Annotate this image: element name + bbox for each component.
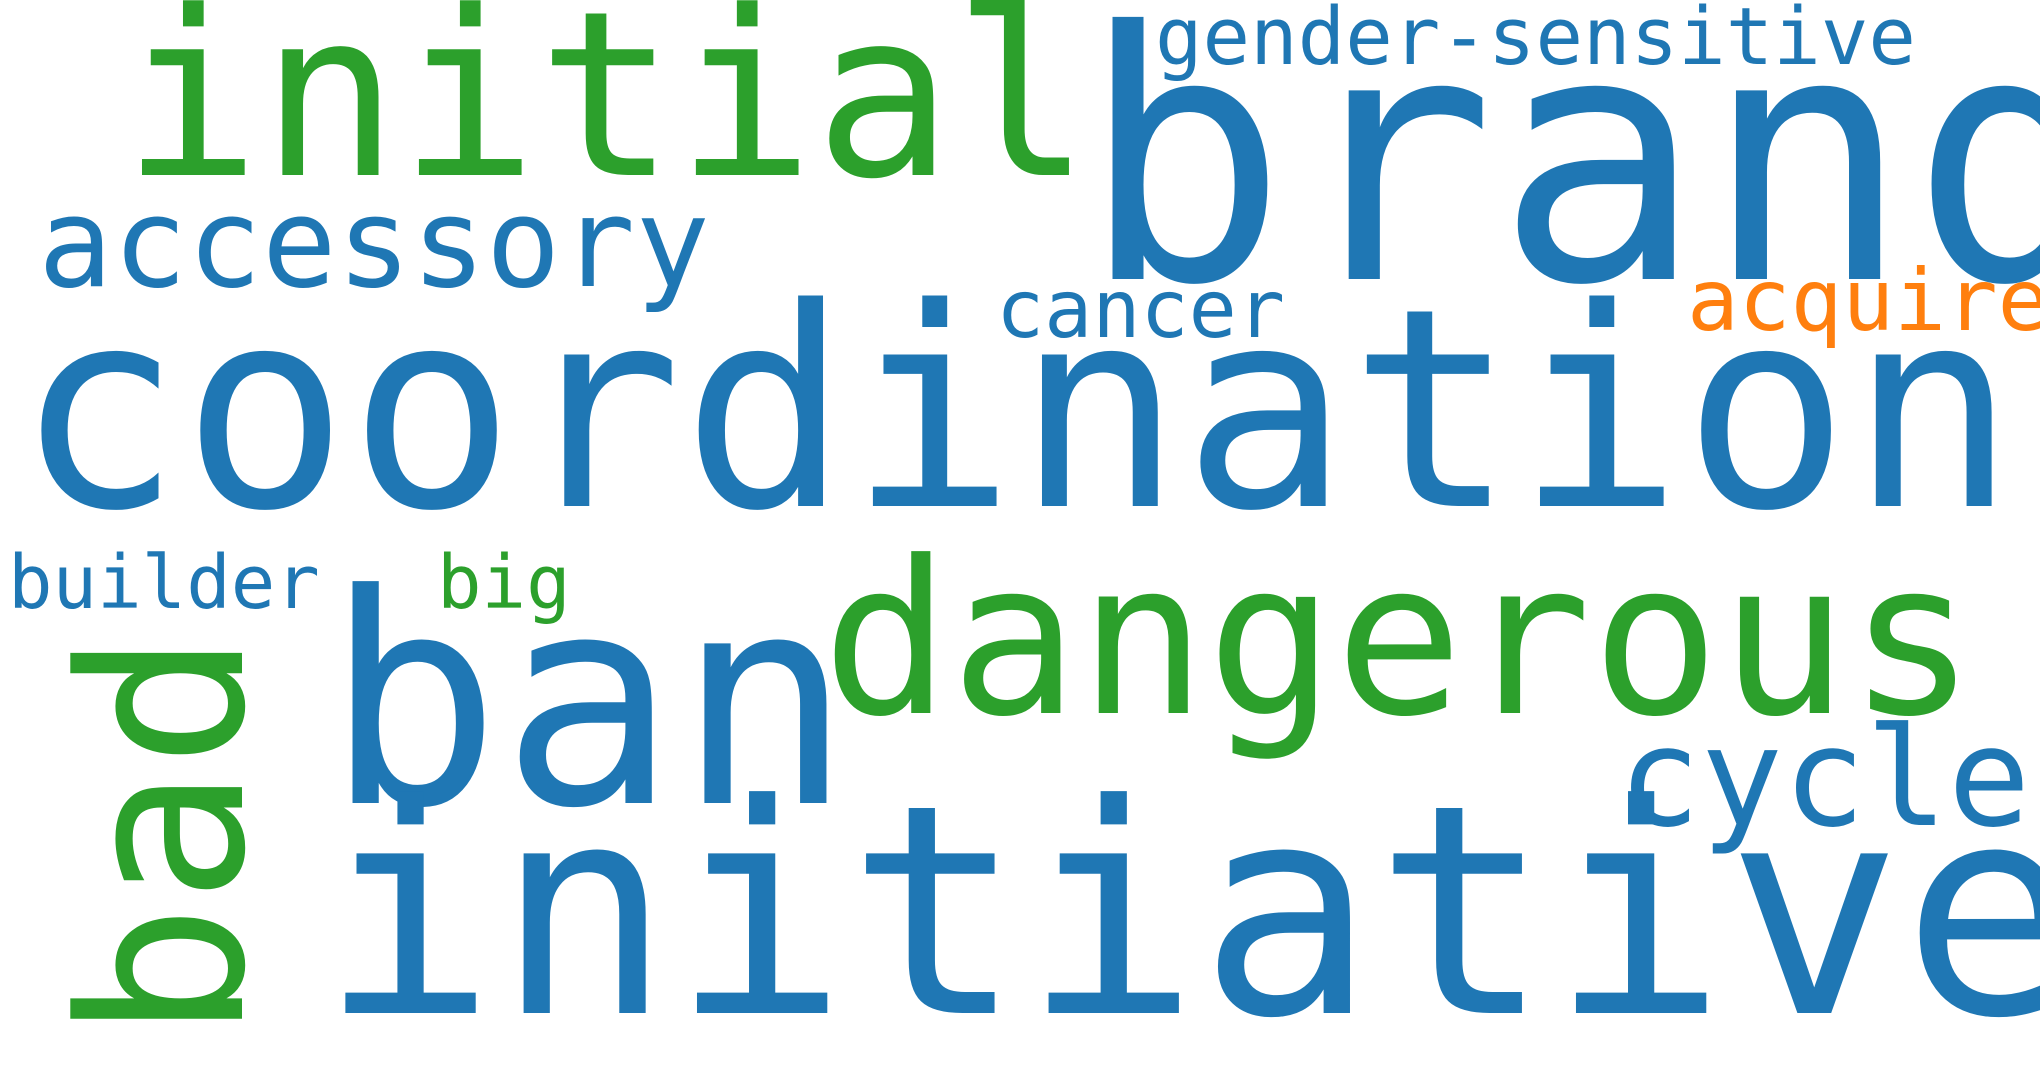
word-initial: initial <box>122 0 1092 230</box>
word-dangerous: dangerous <box>822 516 1977 764</box>
word-bad: bad <box>33 631 296 1040</box>
word-gender-sensitive: gender-sensitive <box>1155 0 1916 83</box>
word-initiative: initiative <box>320 742 2040 1082</box>
word-coordination: coordination <box>15 250 2017 572</box>
word-ban: ban <box>325 532 853 872</box>
word-cancer: cancer <box>996 263 1285 356</box>
word-accessory: accessory <box>38 172 710 316</box>
word-builder: builder <box>8 540 320 626</box>
word-brand: brand <box>1080 0 2040 361</box>
word-acquire: acquire <box>1687 251 2040 351</box>
word-cycle: cycle <box>1618 699 2031 858</box>
word-big: big <box>437 540 571 626</box>
